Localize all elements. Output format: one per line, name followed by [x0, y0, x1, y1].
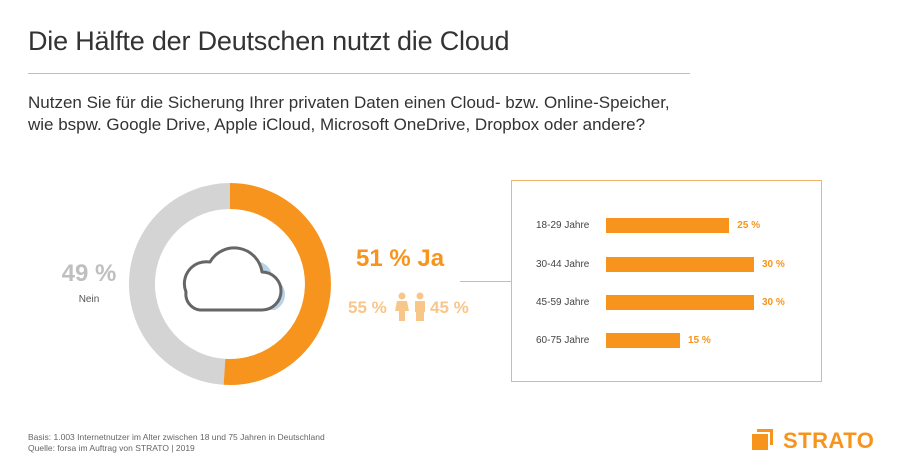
- age-label: 30-44 Jahre: [536, 259, 590, 270]
- male-percentage: 45 %: [430, 298, 469, 317]
- survey-question: Nutzen Sie für die Sicherung Ihrer priva…: [28, 92, 728, 136]
- female-icon: [395, 292, 409, 321]
- age-value-label: 25 %: [737, 220, 761, 231]
- question-line-1: Nutzen Sie für die Sicherung Ihrer priva…: [28, 93, 670, 112]
- age-bar: [606, 333, 680, 348]
- footnote-source: Quelle: forsa im Auftrag von STRATO | 20…: [28, 443, 195, 453]
- age-value-label: 30 %: [762, 297, 785, 308]
- age-value-label: 15 %: [688, 335, 711, 346]
- strato-logo-icon: [752, 429, 773, 450]
- question-line-2: wie bspw. Google Drive, Apple iCloud, Mi…: [28, 115, 646, 134]
- gender-icons: [395, 292, 425, 321]
- age-bar: [606, 257, 754, 272]
- donut-slice-nein: [128, 183, 231, 385]
- age-value-label: 30 %: [762, 259, 785, 270]
- donut-slice-ja: [223, 183, 331, 385]
- age-bar: [606, 218, 730, 233]
- cloud-icon: [182, 246, 285, 312]
- age-breakdown-box: [511, 180, 822, 382]
- age-label: 18-29 Jahre: [536, 220, 590, 231]
- strato-logo-text: STRATO: [783, 428, 875, 453]
- page-title: Die Hälfte der Deutschen nutzt die Cloud: [28, 26, 510, 56]
- ja-percentage: 51 % Ja: [356, 245, 445, 272]
- footnote: Basis: 1.003 Internetnutzer im Alter zwi…: [28, 432, 325, 454]
- footnote-basis: Basis: 1.003 Internetnutzer im Alter zwi…: [28, 432, 325, 442]
- nein-percentage: 49 %: [61, 260, 117, 287]
- female-percentage: 55 %: [348, 298, 387, 317]
- nein-label: Nein: [78, 294, 100, 305]
- age-label: 45-59 Jahre: [536, 297, 590, 308]
- connector-line: [460, 281, 511, 282]
- age-label: 60-75 Jahre: [536, 335, 590, 346]
- male-icon: [415, 292, 425, 321]
- age-bar: [606, 295, 754, 310]
- title-divider: [28, 73, 690, 74]
